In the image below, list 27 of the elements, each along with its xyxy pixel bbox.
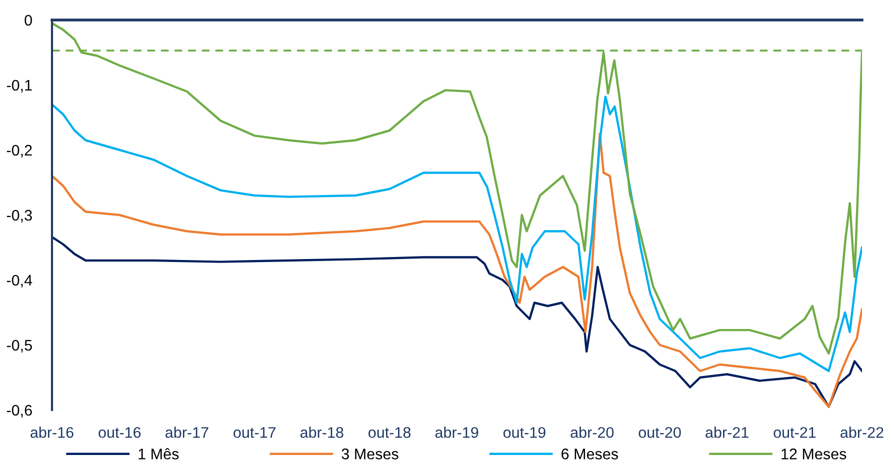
x-tick-label: out-19: [503, 427, 546, 438]
line-series: [52, 96, 862, 372]
x-tick-label: out-17: [234, 427, 276, 438]
x-tick-label: out-16: [98, 427, 141, 438]
y-tick-label: -0,5: [6, 340, 32, 352]
line-series: [52, 132, 862, 408]
x-tick-label: abr-16: [30, 426, 74, 438]
y-tick-label: 0: [24, 14, 32, 26]
x-tick-label: abr-19: [435, 426, 478, 438]
x-tick-label: abr-20: [570, 426, 614, 438]
x-tick-label: abr-21: [706, 426, 748, 438]
y-tick-label: -0,4: [6, 274, 32, 288]
y-tick-label: -0,1: [6, 80, 32, 92]
legend-label: 3 Meses: [342, 448, 398, 460]
x-tick-label: out-21: [774, 427, 816, 438]
line-series: [52, 236, 862, 408]
x-tick-label: out-18: [368, 427, 411, 438]
y-tick-label: -0,6: [6, 404, 32, 418]
x-tick-label: out-20: [638, 427, 681, 438]
y-tick-label: -0,3: [6, 210, 32, 222]
x-tick-label: abr-17: [166, 426, 208, 438]
legend-label: 6 Meses: [562, 448, 618, 460]
legend-label: 12 Meses: [782, 448, 846, 460]
x-tick-label: abr-18: [300, 426, 344, 438]
legend-label: 1 Mês: [138, 448, 179, 460]
y-tick-label: -0,2: [6, 144, 32, 158]
x-tick-label: abr-22: [840, 426, 884, 438]
